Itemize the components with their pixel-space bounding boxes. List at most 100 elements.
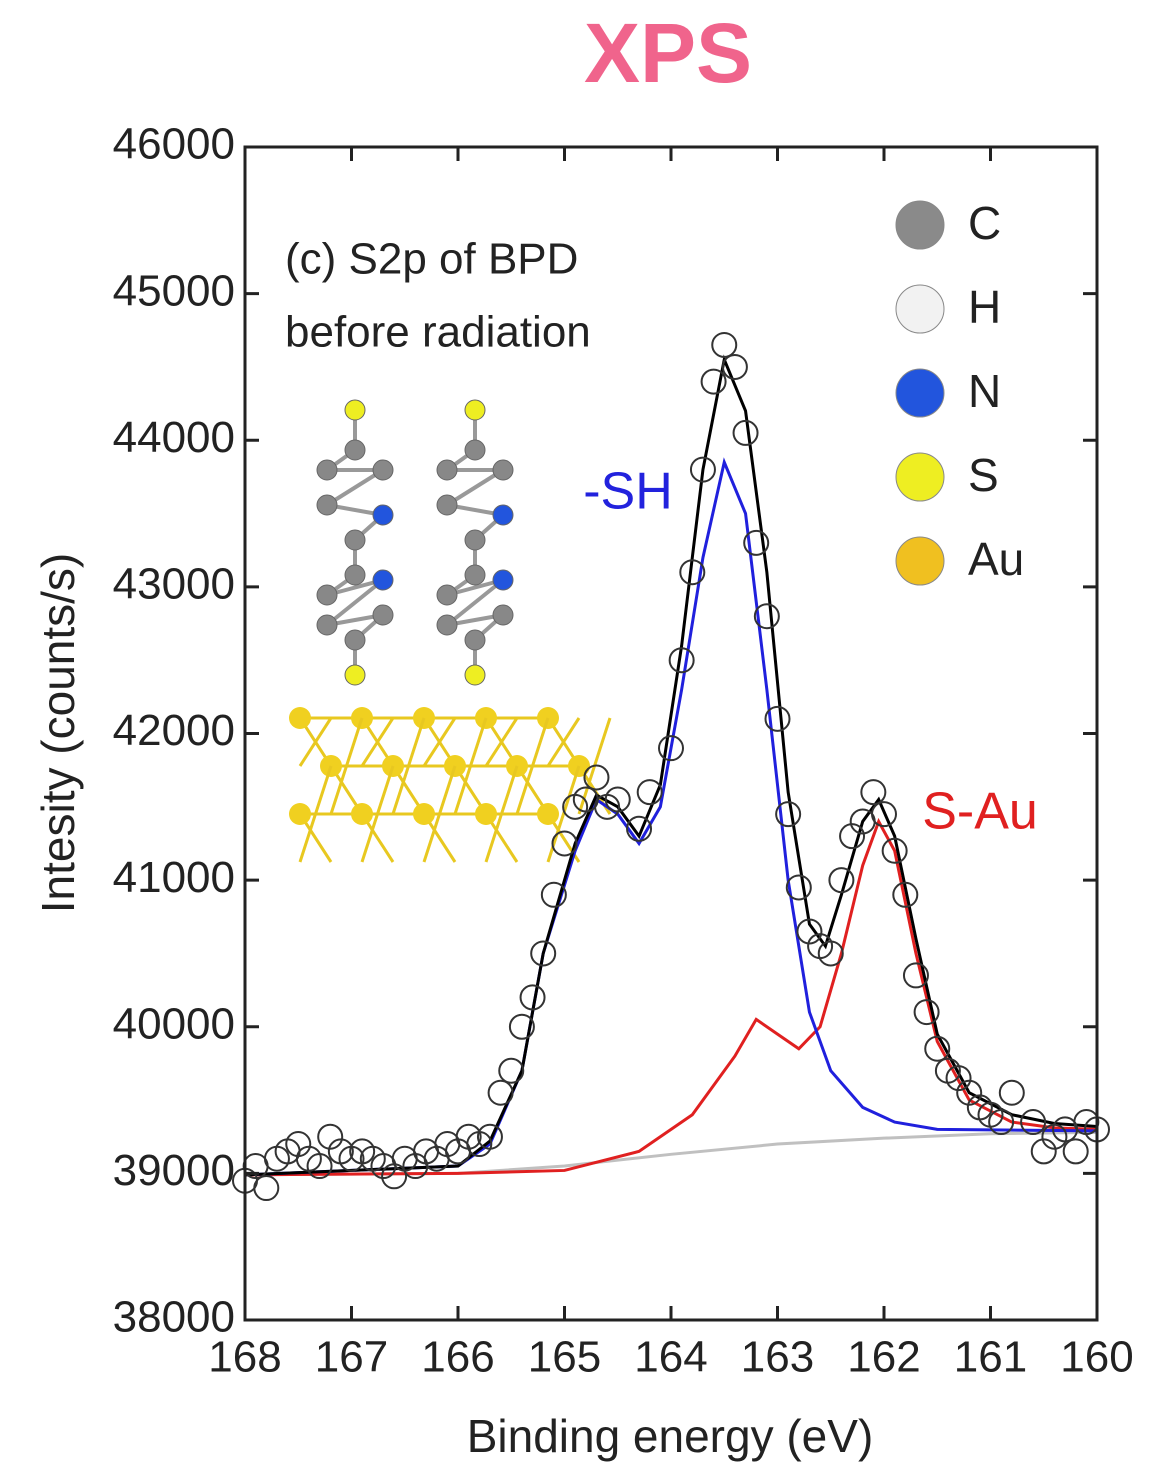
atom xyxy=(316,494,338,516)
bond xyxy=(422,765,457,863)
atom xyxy=(436,614,458,636)
atom xyxy=(492,504,514,526)
data-point xyxy=(551,830,578,857)
molecule-illustration xyxy=(289,399,612,863)
atom xyxy=(436,459,458,481)
data-point xyxy=(817,940,844,967)
bond xyxy=(325,578,385,627)
data-point xyxy=(519,984,546,1011)
legend-label: C xyxy=(968,197,1001,249)
atom xyxy=(372,569,394,591)
peak-annotation: -SH xyxy=(583,463,673,521)
atom xyxy=(372,459,394,481)
bond xyxy=(515,717,550,815)
data-point xyxy=(1030,1138,1057,1165)
bond xyxy=(391,717,426,815)
legend-label: H xyxy=(968,281,1001,333)
plot-area: 168 167 166 165 164 163 162 161 160 38000 39000 400… xyxy=(113,120,1134,1382)
atom xyxy=(344,564,366,586)
x-tick-label: 167 xyxy=(315,1333,388,1382)
bond xyxy=(298,765,333,863)
data-point xyxy=(1020,1109,1047,1136)
fit-line xyxy=(244,817,1098,1177)
atom xyxy=(344,439,366,461)
legend-atom xyxy=(895,536,945,586)
data-point xyxy=(700,368,727,395)
x-tick-label: 168 xyxy=(208,1333,281,1382)
data-point xyxy=(988,1109,1015,1136)
atom xyxy=(344,399,366,421)
x-tick-label: 161 xyxy=(954,1333,1027,1382)
atom xyxy=(464,399,486,421)
data-point xyxy=(508,1013,535,1040)
atom xyxy=(436,584,458,606)
bond xyxy=(453,717,488,815)
y-tick-label: 42000 xyxy=(113,706,235,755)
y-tick-label: 40000 xyxy=(113,999,235,1048)
atom xyxy=(351,803,373,825)
atom xyxy=(316,614,338,636)
legend-label: S xyxy=(968,449,999,501)
data-point xyxy=(476,1123,503,1150)
chart-title: XPS xyxy=(584,6,752,100)
y-tick-label: 39000 xyxy=(113,1146,235,1195)
atom xyxy=(464,564,486,586)
y-axis-label: Intesity (counts/s) xyxy=(32,553,84,913)
bond xyxy=(360,717,395,767)
bond xyxy=(422,717,457,767)
data-point xyxy=(306,1153,333,1180)
atom xyxy=(464,664,486,686)
data-point xyxy=(540,881,567,908)
y-tick-label: 45000 xyxy=(113,266,235,315)
fit-line xyxy=(244,354,1098,1177)
x-axis-label: Binding energy (eV) xyxy=(467,1410,874,1462)
atom xyxy=(316,584,338,606)
bond xyxy=(484,765,519,863)
data-point xyxy=(956,1079,983,1106)
atom xyxy=(537,803,559,825)
legend-atom xyxy=(895,368,945,418)
data-point xyxy=(839,823,866,850)
bond xyxy=(445,468,505,507)
bond xyxy=(484,717,519,767)
data-point xyxy=(317,1123,344,1150)
data-point xyxy=(285,1131,312,1158)
caption-line: before radiation xyxy=(285,308,591,357)
atom xyxy=(344,629,366,651)
data-point xyxy=(892,881,919,908)
y-tick-label: 46000 xyxy=(113,120,235,169)
peak-annotation: S-Au xyxy=(922,783,1038,841)
data-point xyxy=(732,419,759,446)
data-point xyxy=(668,647,695,674)
data-point xyxy=(253,1175,280,1202)
atom xyxy=(492,459,514,481)
x-tick-label: 166 xyxy=(421,1333,494,1382)
legend-atom xyxy=(895,452,945,502)
data-point xyxy=(498,1057,525,1084)
data-point xyxy=(796,918,823,945)
atom xyxy=(372,504,394,526)
bond xyxy=(325,468,385,507)
bond xyxy=(546,717,581,767)
atom xyxy=(289,803,311,825)
atom xyxy=(492,569,514,591)
data-point xyxy=(636,779,663,806)
legend-atom xyxy=(895,284,945,334)
data-point xyxy=(743,529,770,556)
atom xyxy=(492,604,514,626)
data-point xyxy=(530,940,557,967)
atom xyxy=(344,529,366,551)
atom xyxy=(344,664,366,686)
data-point xyxy=(860,779,887,806)
data-point xyxy=(711,331,738,358)
y-tick-label: 41000 xyxy=(113,853,235,902)
data-point xyxy=(583,764,610,791)
x-tick-label: 160 xyxy=(1060,1333,1133,1382)
atom xyxy=(475,803,497,825)
x-tick-label: 164 xyxy=(634,1333,707,1382)
data-point xyxy=(881,837,908,864)
atom xyxy=(436,494,458,516)
data-point xyxy=(487,1079,514,1106)
